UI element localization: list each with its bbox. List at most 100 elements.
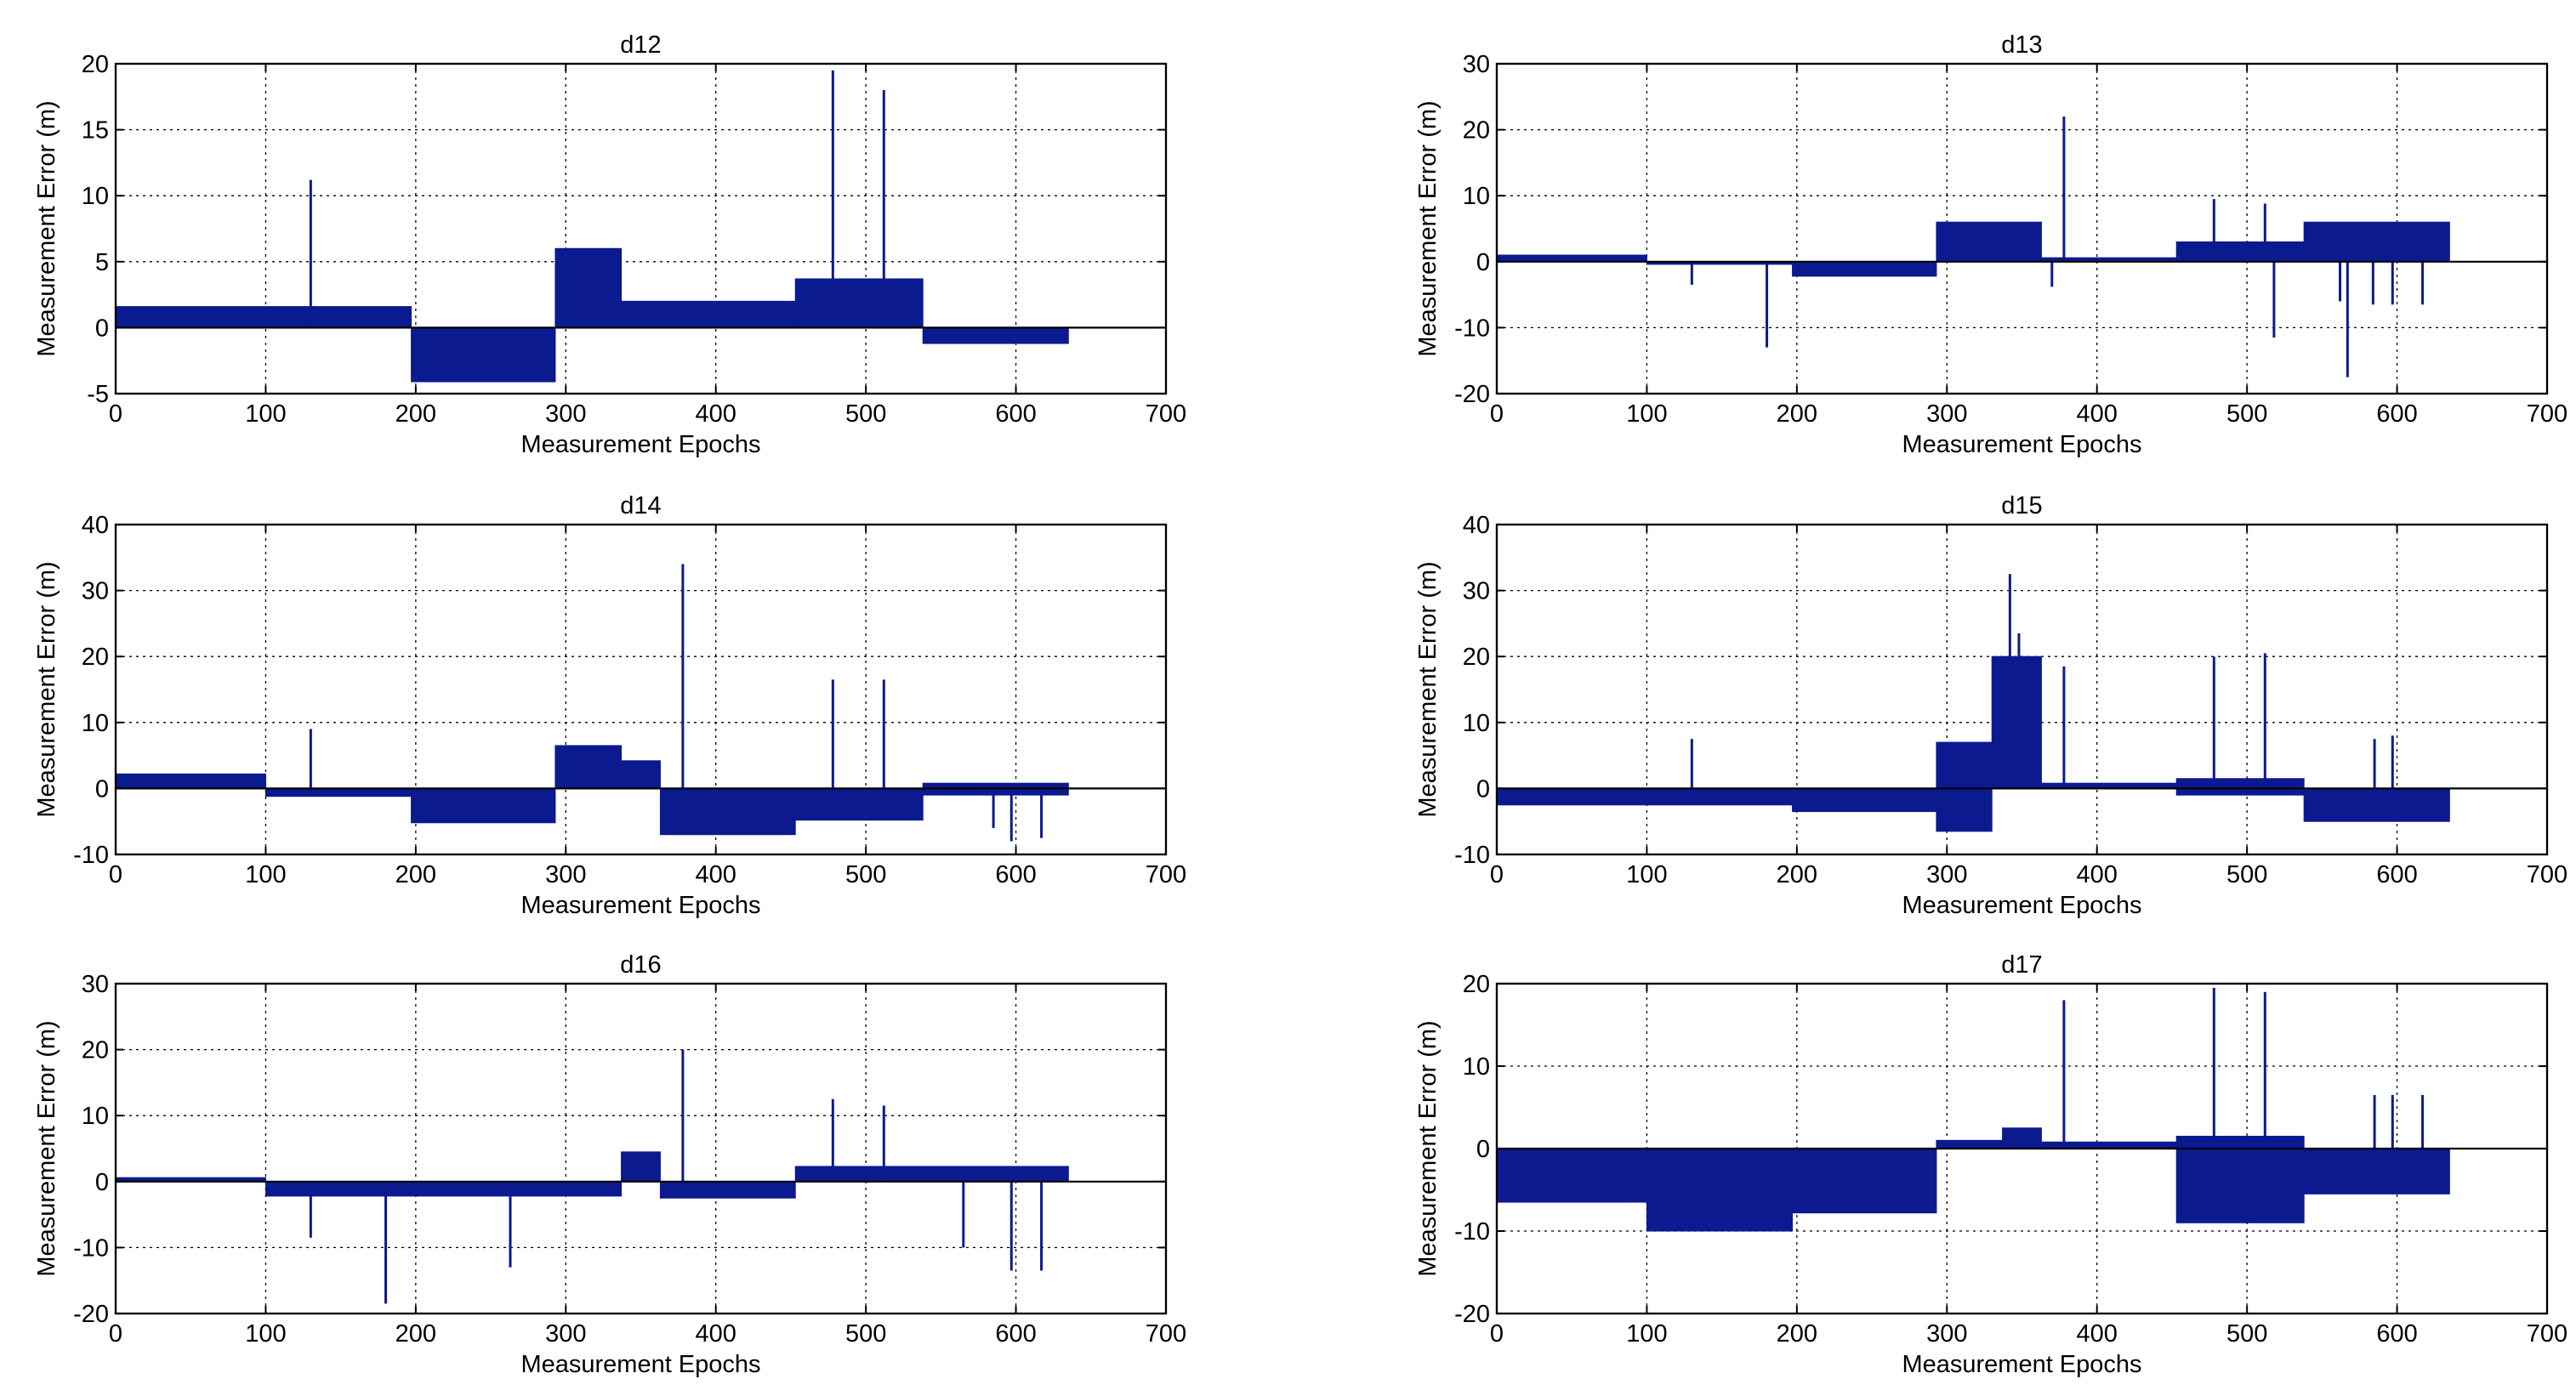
x-tick-label: 700 [2527,1320,2567,1348]
data-segment [411,326,556,383]
x-tick-label: 200 [395,861,436,888]
y-tick-label: 0 [1476,249,1490,276]
y-axis-label: Measurement Error (m) [33,1020,60,1276]
y-tick-label: -10 [73,1234,109,1262]
y-tick-label: 20 [1463,117,1490,145]
x-tick-label: 600 [2376,1320,2417,1348]
x-tick-label: 500 [2226,400,2267,428]
data-segment [1991,655,2042,789]
y-tick-label: -10 [1454,315,1490,342]
subplot-d17: 0 100 200 300 400 500 600 700 -20 -10 0 10 20 d17 Meas… [1414,951,2567,1378]
data-segment [2002,1127,2042,1149]
x-tick-label: 700 [1146,1320,1186,1348]
subplot-d14: 0 100 200 300 400 500 600 700-10010203040d14Mea… [33,492,1186,919]
x-axis-label: Measurement Epochs [520,431,760,458]
data-segment [264,1181,623,1197]
y-tick-label: 20 [1463,644,1490,671]
x-tick-label: 500 [845,400,886,428]
y-tick-label: 10 [82,1103,109,1130]
data-segment [2175,778,2305,796]
plot-area [114,982,1168,1315]
x-tick-label: 500 [845,861,886,888]
x-tick-label: 0 [109,861,122,888]
y-tick-label: -5 [87,381,109,408]
y-axis-label: Measurement Error (m) [1414,561,1442,817]
data-segment [1936,1139,2004,1149]
y-tick-label: -20 [1454,1301,1490,1328]
y-axis-label: Measurement Error (m) [1414,100,1442,356]
data-segment [621,760,661,789]
x-tick-label: 600 [995,861,1036,888]
subplot-title: d14 [620,492,661,519]
y-axis-label: Measurement Error (m) [33,100,60,356]
subplot-d13: 0 100 200 300 400 500 600 700 -20 -10 0 10 20 30 d13 Me… [1414,31,2567,458]
axes-box [114,523,1168,856]
y-axis-label: Measurement Error (m) [1414,1020,1442,1276]
x-tick-label: 400 [696,861,736,888]
subplot-title: d12 [620,31,661,59]
y-tick-label: 40 [82,512,109,539]
data-segment [659,1181,796,1199]
x-tick-label: 500 [2226,861,2267,888]
y-tick-label: 10 [1463,1053,1490,1081]
data-segment [2303,787,2450,822]
y-tick-label: 40 [1463,512,1490,539]
subplot-d15: 0 100 200 300 400 500 600 700-10010203040d15Mea… [1414,492,2567,919]
data-segment [1496,254,1647,263]
y-tick-label: 20 [82,1037,109,1064]
y-tick-label: 10 [1463,710,1490,737]
data-segment [621,1151,661,1183]
x-tick-label: 200 [1777,1320,1817,1348]
data-segment [2303,1148,2450,1195]
x-tick-label: 200 [395,400,436,428]
data-segment [554,745,623,789]
x-tick-label: 0 [109,1320,122,1348]
x-tick-label: 100 [1626,400,1667,428]
y-tick-label: 10 [82,710,109,737]
subplot-title: d13 [2001,31,2042,59]
data-segment [1792,1148,1937,1214]
data-segment [621,300,796,328]
data-segment [2303,221,2450,263]
x-tick-label: 300 [1926,1320,1967,1348]
y-tick-label: 30 [82,971,109,998]
x-tick-label: 100 [245,1320,286,1348]
x-tick-label: 700 [2527,400,2567,428]
data-segment [922,326,1069,344]
x-tick-label: 100 [1626,861,1667,888]
subplot-title: d15 [2001,492,2042,519]
x-tick-label: 0 [1490,1320,1504,1348]
data-segment [554,247,623,328]
x-tick-label: 400 [2077,400,2118,428]
subplot-title: d17 [2001,951,2042,979]
axes-box [1495,62,2549,395]
y-tick-label: 20 [82,644,109,671]
x-tick-label: 0 [1490,861,1504,888]
y-tick-label: 30 [1463,578,1490,605]
y-tick-label: 0 [1476,775,1490,803]
data-segment [1496,787,1794,806]
x-tick-label: 0 [109,400,122,428]
plot-area [114,523,1168,856]
y-tick-label: 0 [95,315,109,342]
x-tick-label: 100 [1626,1320,1667,1348]
data-segment [1792,261,1937,277]
x-axis-label: Measurement Epochs [520,1351,760,1378]
data-segment [115,306,412,328]
x-axis-label: Measurement Epochs [1902,431,2141,458]
data-segment [2040,1141,2177,1149]
y-tick-label: -20 [1454,381,1490,408]
x-axis-label: Measurement Epochs [520,892,760,919]
x-tick-label: 300 [545,861,586,888]
y-tick-label: 20 [1463,971,1490,998]
subplot-d16: 0 100 200 300 400 500 600 700 -20 -10 0 10 20 30 d16 Me… [33,951,1186,1378]
y-tick-label: -10 [73,842,109,869]
data-segment [1496,1148,1647,1203]
y-tick-label: 20 [82,51,109,78]
data-segment [1792,787,1937,813]
axes-box [114,62,1168,395]
y-tick-label: 15 [82,117,109,145]
subplot-title: d16 [620,951,661,979]
y-tick-label: 0 [1476,1136,1490,1163]
x-tick-label: 600 [995,1320,1036,1348]
